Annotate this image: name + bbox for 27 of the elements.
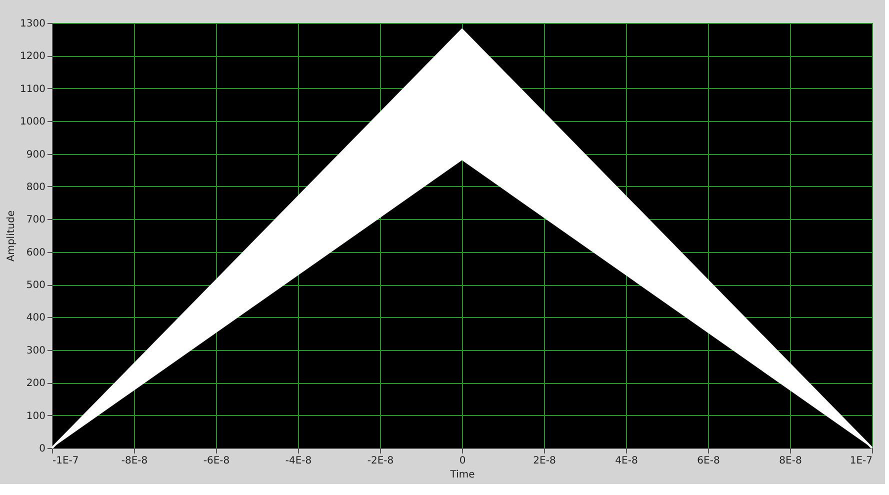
y-tick-label: 300 xyxy=(26,345,46,356)
y-tick-label: 1300 xyxy=(20,18,46,30)
y-tick-label: 1200 xyxy=(20,51,46,62)
y-tick-label: 900 xyxy=(26,149,46,160)
x-tick-label: 6E-8 xyxy=(697,456,720,466)
y-tick-label: 500 xyxy=(26,280,46,292)
y-tick-label: 200 xyxy=(26,378,46,390)
x-tick-label: -1E-7 xyxy=(52,456,79,466)
x-tick-label: -8E-8 xyxy=(121,456,148,466)
y-tick-label: 600 xyxy=(26,247,46,258)
y-tick-label: 700 xyxy=(26,214,46,226)
y-axis-title: Amplitude xyxy=(6,210,18,262)
x-tick-label: -2E-8 xyxy=(367,456,394,466)
x-tick-label: -4E-8 xyxy=(285,456,312,466)
x-tick-label: 8E-8 xyxy=(779,456,802,466)
y-tick-label: 400 xyxy=(26,312,46,324)
x-tick-label: 2E-8 xyxy=(533,456,556,466)
y-tick-label: 800 xyxy=(26,182,46,193)
y-tick-label: 0 xyxy=(39,444,46,454)
x-tick-label: 1E-7 xyxy=(850,456,872,466)
x-axis-title: Time xyxy=(449,470,475,480)
y-tick-label: 1100 xyxy=(20,84,46,95)
x-tick-label: -6E-8 xyxy=(203,456,230,466)
y-tick-label: 100 xyxy=(26,410,46,422)
x-tick-label: 0 xyxy=(459,456,466,466)
y-tick-label: 1000 xyxy=(20,116,46,128)
x-tick-label: 4E-8 xyxy=(615,456,638,466)
